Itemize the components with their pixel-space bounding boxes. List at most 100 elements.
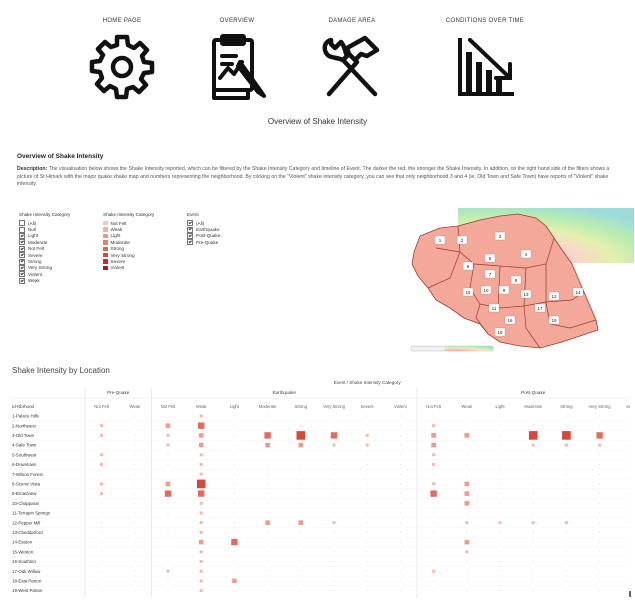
category-filter-checkbox[interactable] <box>19 232 25 239</box>
heatmap-row-label[interactable]: 1-Palace Hills <box>12 414 40 419</box>
heatmap-cell-mark[interactable] <box>231 538 238 546</box>
heatmap-cell-mark[interactable] <box>165 481 171 487</box>
neighborhood-label[interactable]: 8 <box>515 278 518 283</box>
heatmap-row-label[interactable]: 4-Safe Town <box>12 443 37 448</box>
heatmap-cell-mark[interactable] <box>296 431 306 440</box>
heatmap-row-label[interactable]: 8-Scenic Vista <box>12 482 41 487</box>
neighborhood-label[interactable]: 5 <box>489 256 492 261</box>
heatmap-cell-mark[interactable] <box>332 443 336 447</box>
heatmap-cell-mark[interactable] <box>100 492 104 496</box>
heatmap-cell-mark[interactable] <box>199 463 203 466</box>
heatmap-cell-mark[interactable] <box>199 453 203 457</box>
category-filter-checkbox[interactable] <box>19 277 25 284</box>
heatmap-cell-mark[interactable] <box>199 589 203 593</box>
heatmap-cell-mark[interactable] <box>265 520 270 525</box>
heatmap-cell-mark[interactable] <box>198 442 204 448</box>
heatmap-cell-mark[interactable] <box>100 433 104 437</box>
heatmap-cell-mark[interactable] <box>432 569 436 573</box>
heatmap-cell-mark[interactable] <box>100 482 104 486</box>
heatmap-cell-mark[interactable] <box>464 501 470 506</box>
heatmap-row-label[interactable]: 17-Oak Willow <box>12 569 41 574</box>
heatmap-cell-mark[interactable] <box>464 433 470 438</box>
heatmap-cell-mark[interactable] <box>198 422 205 429</box>
heatmap-cell-mark[interactable] <box>298 442 304 448</box>
category-filter-checkbox[interactable] <box>19 239 25 246</box>
heatmap-cell-mark[interactable] <box>365 433 369 437</box>
heatmap-row-label[interactable]: 15-Weston <box>12 549 34 554</box>
heatmap-cell-mark[interactable] <box>199 579 203 583</box>
heatmap-cell-mark[interactable] <box>432 424 436 428</box>
heatmap-row-label[interactable]: 9-Broadview <box>12 491 37 496</box>
heatmap-row-label[interactable]: 19-West Parton <box>12 588 43 593</box>
heatmap-cell-mark[interactable] <box>100 453 104 457</box>
legend-item[interactable]: Light <box>103 233 154 239</box>
heatmap-cell-mark[interactable] <box>264 432 271 439</box>
heatmap-row-label[interactable]: 5-Southwest <box>12 452 37 457</box>
neighborhood-label[interactable]: 6 <box>467 264 470 269</box>
heatmap-cell-mark[interactable] <box>232 578 237 584</box>
heatmap-row-label[interactable]: 2-Northwest <box>12 423 36 428</box>
heatmap-cell-mark[interactable] <box>100 424 104 428</box>
heatmap-cell-mark[interactable] <box>198 539 204 545</box>
heatmap-cell-mark[interactable] <box>199 414 203 418</box>
heatmap-cell-mark[interactable] <box>199 560 203 563</box>
heatmap-cell-mark[interactable] <box>198 433 204 438</box>
heatmap-cell-mark[interactable] <box>199 472 203 476</box>
event-filter-checkbox[interactable] <box>187 232 193 239</box>
heatmap-row-label[interactable]: 3-Old Town <box>12 433 35 438</box>
category-filter-checkbox[interactable] <box>19 264 25 271</box>
neighborhood-label[interactable]: 2 <box>461 238 464 243</box>
heatmap-cell-mark[interactable] <box>464 539 470 545</box>
neighborhood-label[interactable]: 7 <box>489 272 492 277</box>
heatmap-cell-mark[interactable] <box>100 463 104 466</box>
heatmap-cell-mark[interactable] <box>531 443 535 447</box>
heatmap-cell-mark[interactable] <box>432 453 436 457</box>
heatmap-cell-mark[interactable] <box>199 501 203 505</box>
heatmap-cell-mark[interactable] <box>564 521 568 525</box>
heatmap-cell-mark[interactable] <box>431 433 436 438</box>
heatmap-cell-mark[interactable] <box>332 521 336 525</box>
category-filter-option[interactable]: Weak <box>19 277 70 284</box>
heatmap-cell-mark[interactable] <box>196 479 206 489</box>
category-filter-checkbox[interactable] <box>19 220 25 227</box>
heatmap-cell-mark[interactable] <box>164 490 172 497</box>
heatmap-cell-mark[interactable] <box>265 442 270 448</box>
heatmap-cell-mark[interactable] <box>464 481 470 487</box>
heatmap-cell-mark[interactable] <box>199 521 203 525</box>
legend-item[interactable]: Violent <box>103 265 154 271</box>
event-filter-option[interactable]: Earthquake <box>187 226 220 233</box>
neighborhood-label[interactable]: 19 <box>551 318 557 323</box>
neighborhood-label[interactable]: 9 <box>503 288 506 293</box>
heatmap-cell-mark[interactable] <box>166 443 170 447</box>
heatmap-row-label[interactable]: 16-Southton <box>12 559 36 564</box>
heatmap-cell-mark[interactable] <box>528 431 538 440</box>
heatmap-cell-mark[interactable] <box>564 443 568 447</box>
neighborhood-label[interactable]: 13 <box>523 292 529 297</box>
legend-item[interactable]: Not Felt <box>103 220 154 226</box>
legend-item[interactable]: Strong <box>103 246 154 252</box>
category-filter-checkbox[interactable] <box>19 226 25 233</box>
category-filter-checkbox[interactable] <box>19 245 25 252</box>
heatmap-cell-mark[interactable] <box>199 530 203 534</box>
neighborhood-label[interactable]: 14 <box>575 290 581 295</box>
neighborhood-label[interactable]: 17 <box>537 306 543 311</box>
heatmap-cell-mark[interactable] <box>562 431 571 440</box>
heatmap-cell-mark[interactable] <box>165 423 171 428</box>
heatmap-cell-mark[interactable] <box>199 550 203 554</box>
category-filter-checkbox[interactable] <box>19 252 25 259</box>
category-filter-checkbox[interactable] <box>19 258 25 265</box>
heatmap-row-label[interactable]: 10-Chapparal <box>12 501 39 506</box>
heatmap-cell-mark[interactable] <box>166 433 170 437</box>
heatmap-cell-mark[interactable] <box>531 521 535 525</box>
neighborhood-label[interactable]: 11 <box>492 306 497 311</box>
heatmap-cell-mark[interactable] <box>465 521 469 525</box>
heatmap-row-label[interactable]: 18-East Parton <box>12 579 42 584</box>
heatmap-cell-mark[interactable] <box>330 432 338 439</box>
neighborhood-label[interactable]: 3 <box>499 234 502 239</box>
neighborhood-label[interactable]: 16 <box>507 318 513 323</box>
heatmap-cell-mark[interactable] <box>432 482 436 486</box>
heatmap-cell-mark[interactable] <box>166 569 170 573</box>
category-filter-checkbox[interactable] <box>19 271 25 278</box>
legend-item[interactable]: Moderate <box>103 239 154 245</box>
legend-item[interactable]: Severe <box>103 258 154 264</box>
